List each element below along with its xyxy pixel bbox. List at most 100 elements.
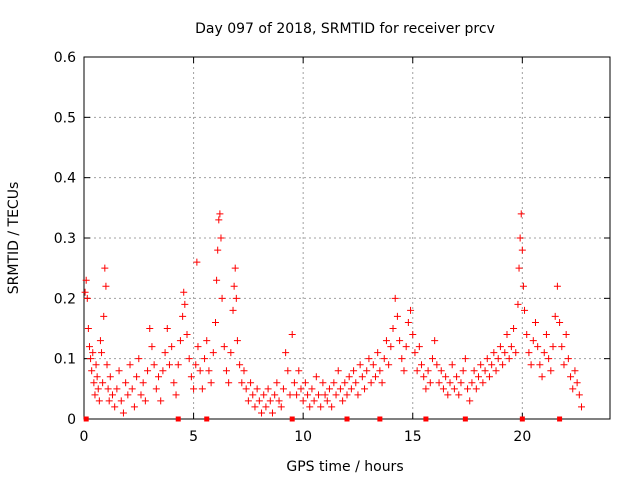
data-point: [564, 355, 572, 363]
data-point: [101, 264, 109, 272]
data-point: [213, 276, 221, 284]
data-point: [499, 361, 507, 369]
data-point: [301, 379, 309, 387]
data-point: [139, 379, 147, 387]
data-point: [236, 361, 244, 369]
y-tick-label: 0: [67, 412, 76, 428]
data-point: [350, 367, 358, 375]
data-point: [105, 397, 113, 405]
data-point: [293, 391, 301, 399]
data-point: [496, 343, 504, 351]
data-point: [196, 367, 204, 375]
data-point: [310, 397, 318, 405]
data-point: [409, 331, 417, 339]
data-point: [378, 379, 386, 387]
data-point: [268, 409, 276, 417]
baseline-marker: [377, 416, 383, 422]
data-points: [81, 210, 586, 417]
y-axis-label: SRMTID / TECUs: [6, 182, 22, 295]
data-point: [106, 373, 114, 381]
baseline-marker: [204, 416, 210, 422]
data-point: [562, 331, 570, 339]
data-point: [104, 385, 112, 393]
data-point: [242, 385, 250, 393]
data-point: [102, 282, 110, 290]
axis-ticks: 0 0.1 0.2 0.3 0.4 0.5 0.6 0 5 10 15 20: [54, 50, 610, 445]
data-point: [190, 385, 198, 393]
data-point: [240, 367, 248, 375]
data-point: [567, 373, 575, 381]
y-tick-label: 0.2: [54, 291, 76, 307]
data-point: [367, 379, 375, 387]
data-point: [233, 337, 241, 345]
data-point: [547, 367, 555, 375]
chart-title: Day 097 of 2018, SRMTID for receiver prc…: [195, 21, 495, 37]
baseline-marker: [519, 416, 525, 422]
data-point: [212, 318, 219, 326]
data-point: [492, 367, 500, 375]
data-point: [260, 391, 268, 399]
data-point: [304, 391, 312, 399]
data-point: [534, 343, 542, 351]
data-point: [229, 306, 237, 314]
data-point: [168, 343, 176, 351]
data-point: [529, 337, 537, 345]
data-point: [470, 367, 478, 375]
data-point: [275, 397, 283, 405]
x-tick-label: 0: [80, 429, 89, 445]
data-point: [483, 355, 491, 363]
data-point: [122, 379, 130, 387]
data-point: [255, 397, 263, 405]
data-point: [247, 379, 255, 387]
data-point: [262, 403, 270, 411]
data-point: [472, 385, 480, 393]
data-point: [128, 385, 136, 393]
data-point: [98, 349, 106, 357]
baseline-marker: [289, 416, 295, 422]
data-point: [148, 343, 156, 351]
data-point: [273, 379, 281, 387]
data-point: [382, 337, 390, 345]
data-point: [288, 331, 296, 339]
data-point: [284, 367, 292, 375]
data-point: [330, 379, 338, 387]
data-point: [428, 355, 436, 363]
data-point: [343, 391, 351, 399]
data-point: [207, 379, 215, 387]
data-point: [88, 367, 96, 375]
data-point: [83, 294, 91, 302]
data-point: [193, 258, 201, 266]
data-point: [126, 361, 134, 369]
data-point: [297, 385, 305, 393]
data-point: [365, 355, 373, 363]
data-point: [336, 385, 344, 393]
data-point: [92, 361, 100, 369]
data-point: [433, 361, 441, 369]
data-point: [444, 391, 452, 399]
data-point: [494, 355, 502, 363]
data-point: [549, 343, 557, 351]
data-point: [439, 385, 447, 393]
data-point: [553, 282, 561, 290]
data-point: [90, 379, 98, 387]
data-point: [435, 379, 443, 387]
data-point: [179, 312, 187, 320]
data-point: [93, 373, 101, 381]
data-point: [84, 325, 92, 332]
data-point: [332, 391, 340, 399]
data-point: [538, 373, 546, 381]
data-point: [542, 331, 550, 339]
data-point: [209, 349, 217, 357]
data-point: [203, 337, 211, 345]
data-point: [481, 367, 489, 375]
y-tick-label: 0.5: [54, 110, 76, 126]
data-point: [299, 397, 307, 405]
data-point: [413, 367, 421, 375]
data-point: [328, 403, 336, 411]
data-point: [371, 373, 379, 381]
data-point: [389, 325, 397, 332]
data-point: [214, 246, 222, 254]
data-point: [431, 337, 439, 345]
data-point: [420, 373, 428, 381]
